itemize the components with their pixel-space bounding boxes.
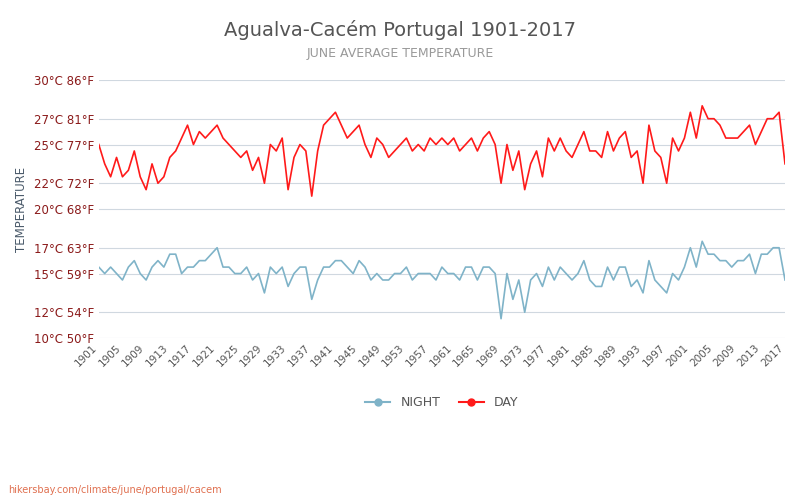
Legend: NIGHT, DAY: NIGHT, DAY: [360, 392, 523, 414]
Text: Agualva-Cacém Portugal 1901-2017: Agualva-Cacém Portugal 1901-2017: [224, 20, 576, 40]
Text: JUNE AVERAGE TEMPERATURE: JUNE AVERAGE TEMPERATURE: [306, 48, 494, 60]
Y-axis label: TEMPERATURE: TEMPERATURE: [15, 166, 28, 252]
Text: hikersbay.com/climate/june/portugal/cacem: hikersbay.com/climate/june/portugal/cace…: [8, 485, 222, 495]
